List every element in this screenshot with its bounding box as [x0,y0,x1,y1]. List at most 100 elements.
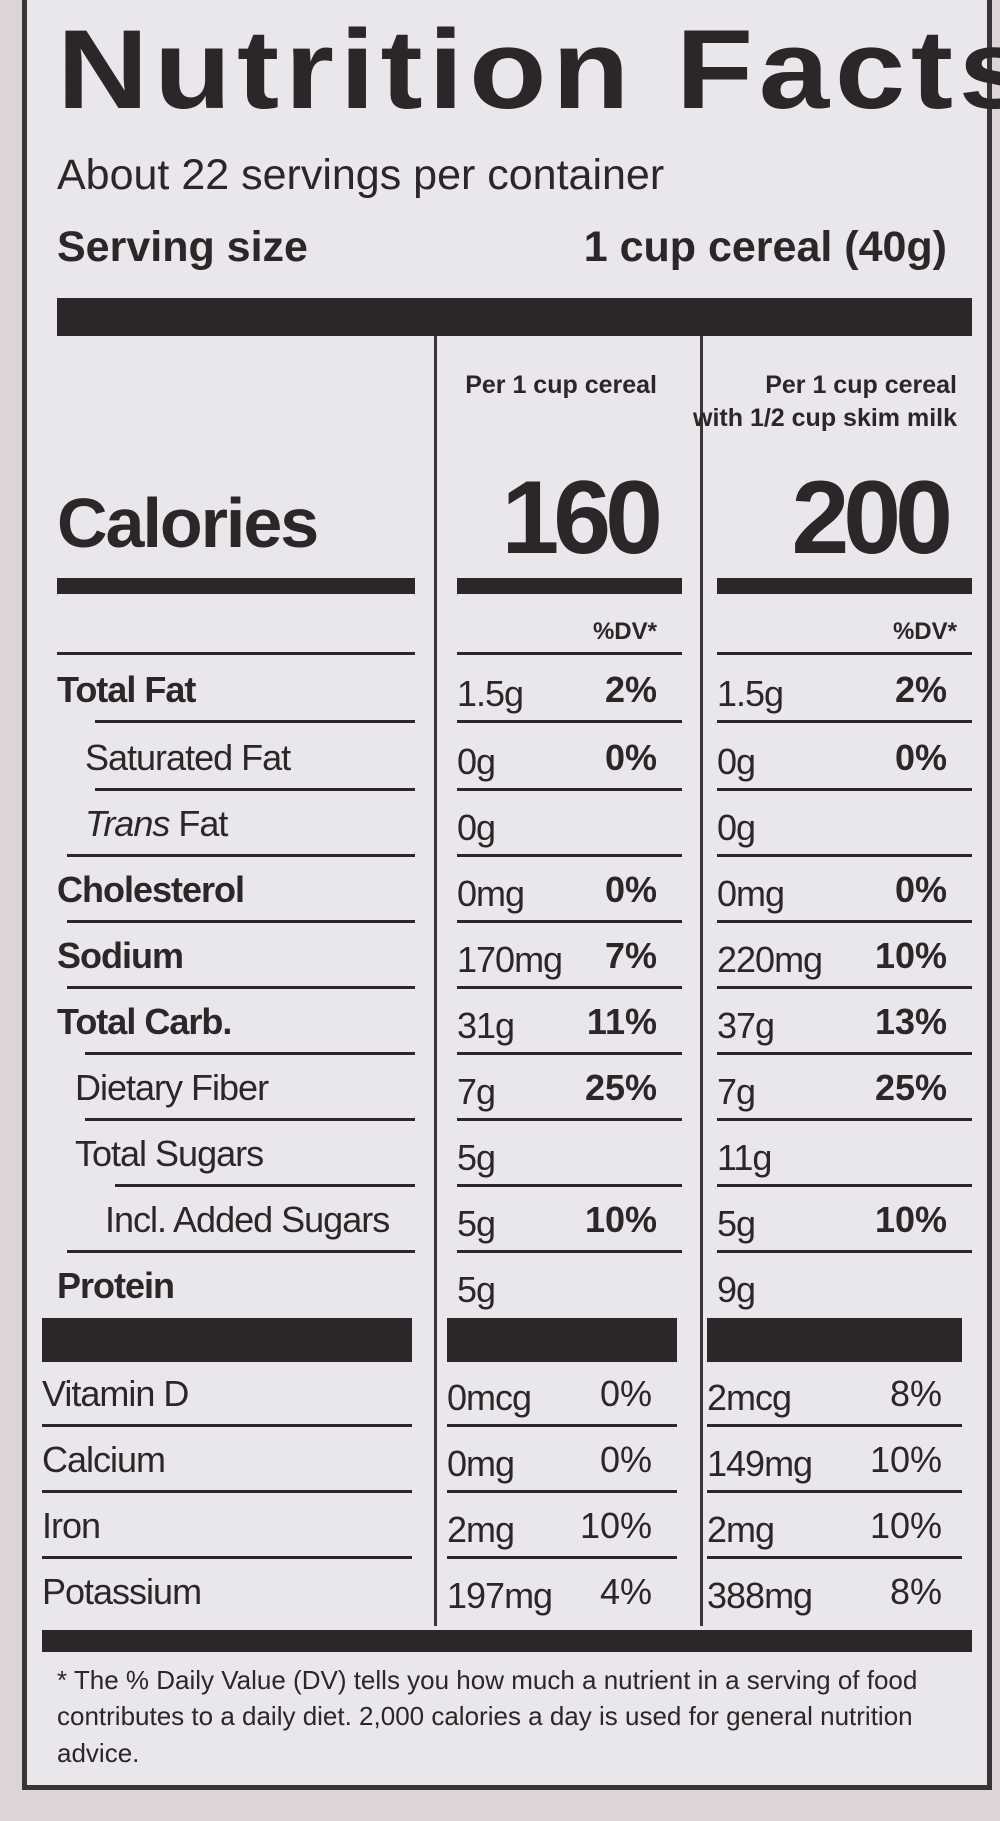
daily-value-footnote: * The % Daily Value (DV) tells you how m… [57,1665,918,1768]
serving-size-value: 1 cup cereal (40g) [583,223,947,271]
vitamins-divider [447,1318,677,1362]
calories-divider [57,578,415,594]
vitamin-label: Calcium [42,1439,166,1480]
footer-divider [42,1630,972,1652]
row-divider [717,854,972,857]
nutrient-amount-cereal: 0g [457,807,496,848]
nutrient-label: Cholesterol [57,872,245,908]
label-title: Nutrition Facts [57,7,1000,132]
vitamin-dv-with-milk: 8% [889,1571,942,1612]
nutrient-amount-cereal: 5g [457,1203,496,1244]
nutrient-amount-with-milk: 37g [717,1005,775,1046]
nutrient-amount-cereal: 0g [457,741,496,782]
vitamin-amount-cereal: 2mg [447,1509,515,1550]
row-divider [457,720,682,723]
servings-per-container: About 22 servings per container [57,151,665,199]
row-divider [717,1184,972,1187]
calories-divider [717,578,972,594]
nutrient-dv-with-milk: 0% [894,869,947,910]
row-divider [457,652,682,655]
row-divider [57,652,415,655]
nutrient-label-text: Total Sugars [75,1133,264,1174]
nutrient-label-text: Fat [169,803,228,844]
vitamin-label: Potassium [42,1571,202,1612]
nutrient-dv-cereal: 0% [604,737,657,778]
vitamin-amount-with-milk: 2mg [707,1509,775,1550]
row-divider [85,1118,415,1121]
dv-header-cereal: %DV* [592,618,657,645]
row-divider [717,788,972,791]
vitamins-divider [707,1318,962,1362]
vitamin-dv-with-milk: 10% [869,1439,942,1480]
row-divider [717,1250,972,1253]
row-divider [717,1052,972,1055]
nutrient-amount-with-milk: 220mg [717,939,823,980]
nutrient-amount-cereal: 0mg [457,873,525,914]
vitamins-divider [42,1318,412,1362]
nutrient-label-text: Protein [57,1265,175,1306]
thick-divider [57,298,972,336]
row-divider [457,1184,682,1187]
row-divider [717,920,972,923]
calories-value-with-milk: 200 [791,460,953,576]
vitamin-amount-cereal: 0mcg [447,1377,532,1418]
row-divider [457,1250,682,1253]
calories-value-cereal: 160 [501,460,663,576]
nutrient-amount-with-milk: 9g [717,1269,756,1310]
nutrient-dv-with-milk: 13% [874,1001,947,1042]
nutrient-amount-with-milk: 7g [717,1071,756,1112]
vitamin-dv-cereal: 0% [599,1373,652,1414]
nutrient-amount-with-milk: 0g [717,741,756,782]
vitamin-amount-cereal: 197mg [447,1575,553,1616]
nutrient-label: Sodium [57,935,184,976]
nutrient-amount-with-milk: 0mg [717,873,785,914]
row-divider [707,1556,962,1559]
nutrient-dv-cereal: 2% [604,669,657,710]
row-divider [115,1184,415,1187]
column-heading-with-milk: Per 1 cup cereal with 1/2 cup skim milk [693,371,957,432]
nutrient-dv-with-milk: 10% [874,1199,947,1240]
dv-header-with-milk: %DV* [892,618,957,645]
serving-size-label: Serving size [57,223,308,271]
nutrient-label-text: Incl. Added Sugars [105,1199,390,1240]
vitamin-amount-with-milk: 149mg [707,1443,813,1484]
calories-divider [457,578,682,594]
row-divider [457,920,682,923]
nutrient-dv-cereal: 11% [586,1001,657,1042]
row-divider [717,652,972,655]
row-divider [447,1490,677,1493]
row-divider [707,1490,962,1493]
row-divider [447,1556,677,1559]
row-divider [447,1424,677,1427]
nutrient-label-text: Sodium [57,935,184,976]
row-divider [717,720,972,723]
nutrient-label: Incl. Added Sugars [105,1199,390,1240]
nutrient-dv-with-milk: 25% [874,1067,947,1108]
nutrition-facts-label: Nutrition Facts About 22 servings per co… [22,0,1000,1790]
nutrient-amount-cereal: 5g [457,1269,496,1310]
vitamin-dv-cereal: 0% [599,1439,652,1480]
row-divider [457,1118,682,1121]
nutrient-amount-with-milk: 0g [717,807,756,848]
nutrient-label: Total Fat [57,669,196,710]
row-divider [707,1424,962,1427]
row-divider [67,920,415,923]
nutrient-amount-with-milk: 11g [717,1137,772,1178]
column-heading-cereal: Per 1 cup cereal [465,371,657,399]
nutrient-label-text: Saturated Fat [85,737,291,778]
nutrient-dv-cereal: 7% [604,935,657,976]
row-divider [717,1118,972,1121]
column-divider [700,336,703,1626]
row-divider [457,1052,682,1055]
row-divider [457,788,682,791]
vitamin-amount-with-milk: 388mg [707,1575,813,1616]
vitamin-label: Vitamin D [42,1373,189,1414]
nutrient-dv-cereal: 25% [584,1067,657,1108]
nutrient-label: Protein [57,1265,175,1306]
nutrient-dv-with-milk: 2% [894,669,947,710]
nutrient-label: Dietary Fiber [75,1070,269,1106]
vitamin-dv-with-milk: 8% [889,1373,942,1414]
row-divider [717,986,972,989]
nutrient-label-text: Total Fat [57,669,196,710]
nutrient-amount-cereal: 7g [457,1071,496,1112]
